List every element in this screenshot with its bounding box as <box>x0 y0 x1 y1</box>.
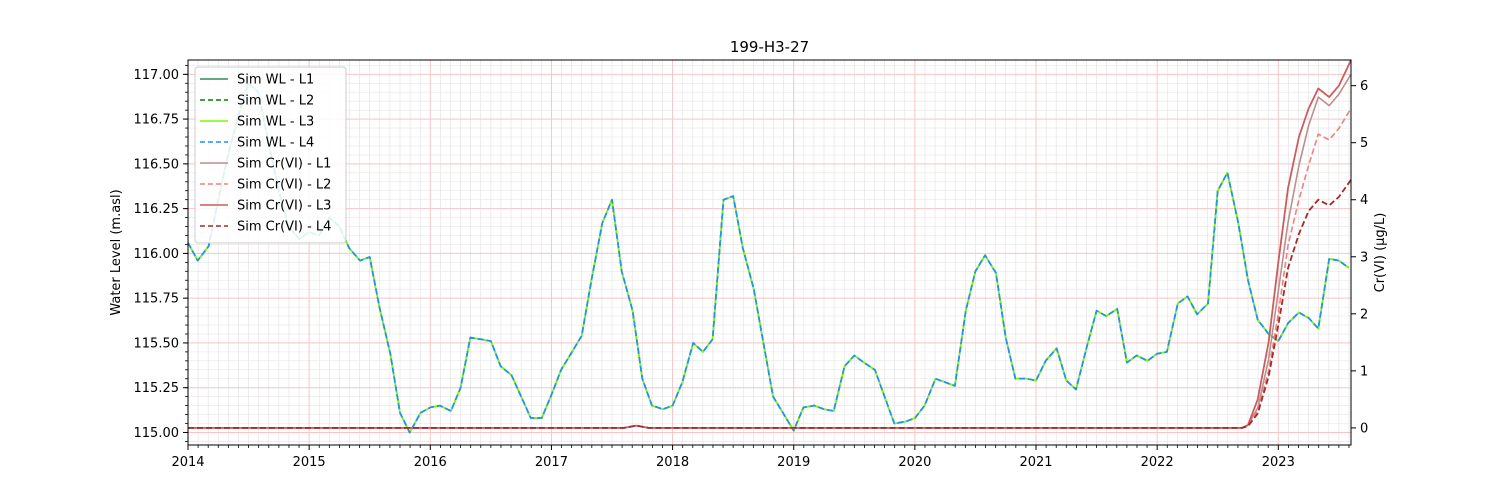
y-left-tick-label: 115.50 <box>134 336 180 351</box>
chart-title: 199-H3-27 <box>730 38 809 56</box>
y-left-tick-label: 117.00 <box>134 68 180 83</box>
y-left-tick-label: 116.50 <box>134 157 180 172</box>
legend-label: Sim WL - L4 <box>237 136 314 151</box>
x-tick-label: 2014 <box>171 455 204 470</box>
legend-label: Sim WL - L2 <box>237 94 314 109</box>
y-left-tick-label: 115.25 <box>134 381 180 396</box>
x-tick-label: 2016 <box>414 455 447 470</box>
x-tick-label: 2023 <box>1262 455 1295 470</box>
legend-item: Sim WL - L4 <box>200 136 314 151</box>
x-tick-label: 2020 <box>898 455 931 470</box>
y-right-tick-label: 3 <box>1360 250 1368 265</box>
legend-item: Sim Cr(VI) - L4 <box>200 220 331 235</box>
y-axis-right: 0 1 2 3 4 5 6 <box>1351 79 1368 436</box>
x-tick-label: 2018 <box>656 455 689 470</box>
y-right-tick-label: 5 <box>1360 136 1368 151</box>
legend-label: Sim Cr(VI) - L4 <box>237 220 331 235</box>
x-tick-label: 2017 <box>535 455 568 470</box>
legend-label: Sim WL - L3 <box>237 115 314 130</box>
y-left-tick-label: 116.75 <box>134 113 180 128</box>
plot-frame <box>187 59 1352 446</box>
legend-item: Sim WL - L2 <box>200 94 314 109</box>
legend-item: Sim Cr(VI) - L2 <box>200 178 331 193</box>
y-left-tick-label: 115.00 <box>134 426 180 441</box>
y-axis-right-label: Cr(VI) (µg/L) <box>1373 213 1388 293</box>
x-axis: 2014 2015 2016 2017 2018 2019 2020 2021 2022 2023 <box>171 445 1350 470</box>
series-layer <box>187 59 1352 434</box>
x-tick-label: 2019 <box>777 455 810 470</box>
x-tick-label: 2015 <box>293 455 326 470</box>
y-left-tick-label: 115.75 <box>134 292 180 307</box>
y-axis-left-label: Water Level (m.asl) <box>109 189 124 315</box>
y-left-tick-label: 116.00 <box>134 247 180 262</box>
x-tick-label: 2021 <box>1019 455 1052 470</box>
legend: Sim WL - L1 Sim WL - L2 Sim WL - L3 Sim WL … <box>194 66 347 244</box>
x-tick-label: 2022 <box>1141 455 1174 470</box>
y-left-tick-label: 116.25 <box>134 202 180 217</box>
y-right-tick-label: 2 <box>1360 307 1368 322</box>
legend-label: Sim Cr(VI) - L2 <box>237 178 331 193</box>
y-axis-left: 115.00 115.25 115.50 115.75 116.00 116.25 116.… <box>134 64 188 442</box>
major-grid <box>187 60 1351 445</box>
y-right-tick-label: 4 <box>1360 193 1368 208</box>
legend-label: Sim WL - L1 <box>237 73 314 88</box>
series-line-4 <box>187 82 1350 434</box>
y-right-tick-label: 1 <box>1360 364 1368 379</box>
y-right-tick-label: 6 <box>1360 79 1368 94</box>
series-line-8 <box>188 179 1352 429</box>
y-right-tick-label: 0 <box>1360 421 1368 436</box>
legend-item: Sim Cr(VI) - L1 <box>200 157 331 172</box>
legend-item: Sim WL - L3 <box>200 115 314 130</box>
legend-label: Sim Cr(VI) - L3 <box>237 199 331 214</box>
legend-item: Sim Cr(VI) - L3 <box>200 199 331 214</box>
legend-label: Sim Cr(VI) - L1 <box>237 157 331 172</box>
legend-box <box>194 66 347 244</box>
legend-item: Sim WL - L1 <box>200 73 314 88</box>
